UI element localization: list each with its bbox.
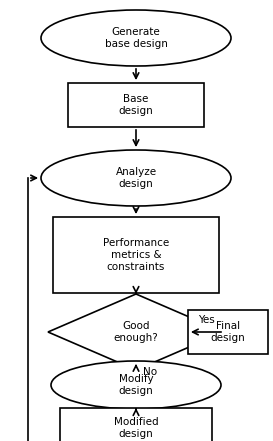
Text: Good
enough?: Good enough? <box>114 321 158 343</box>
Text: Analyze
design: Analyze design <box>115 167 156 189</box>
Ellipse shape <box>41 150 231 206</box>
Text: Final
design: Final design <box>211 321 245 343</box>
Bar <box>53 217 219 293</box>
Text: Modified
design: Modified design <box>114 417 158 439</box>
Bar <box>188 310 268 354</box>
Text: Performance
metrics &
constraints: Performance metrics & constraints <box>103 239 169 272</box>
Bar <box>60 408 212 441</box>
Text: Generate
base design: Generate base design <box>105 27 167 49</box>
Text: Base
design: Base design <box>119 94 153 116</box>
Ellipse shape <box>41 10 231 66</box>
Ellipse shape <box>51 361 221 409</box>
Bar <box>68 83 204 127</box>
Text: Yes: Yes <box>198 315 214 325</box>
Text: No: No <box>143 367 157 377</box>
Text: Modify
design: Modify design <box>119 374 153 396</box>
Polygon shape <box>48 294 224 370</box>
